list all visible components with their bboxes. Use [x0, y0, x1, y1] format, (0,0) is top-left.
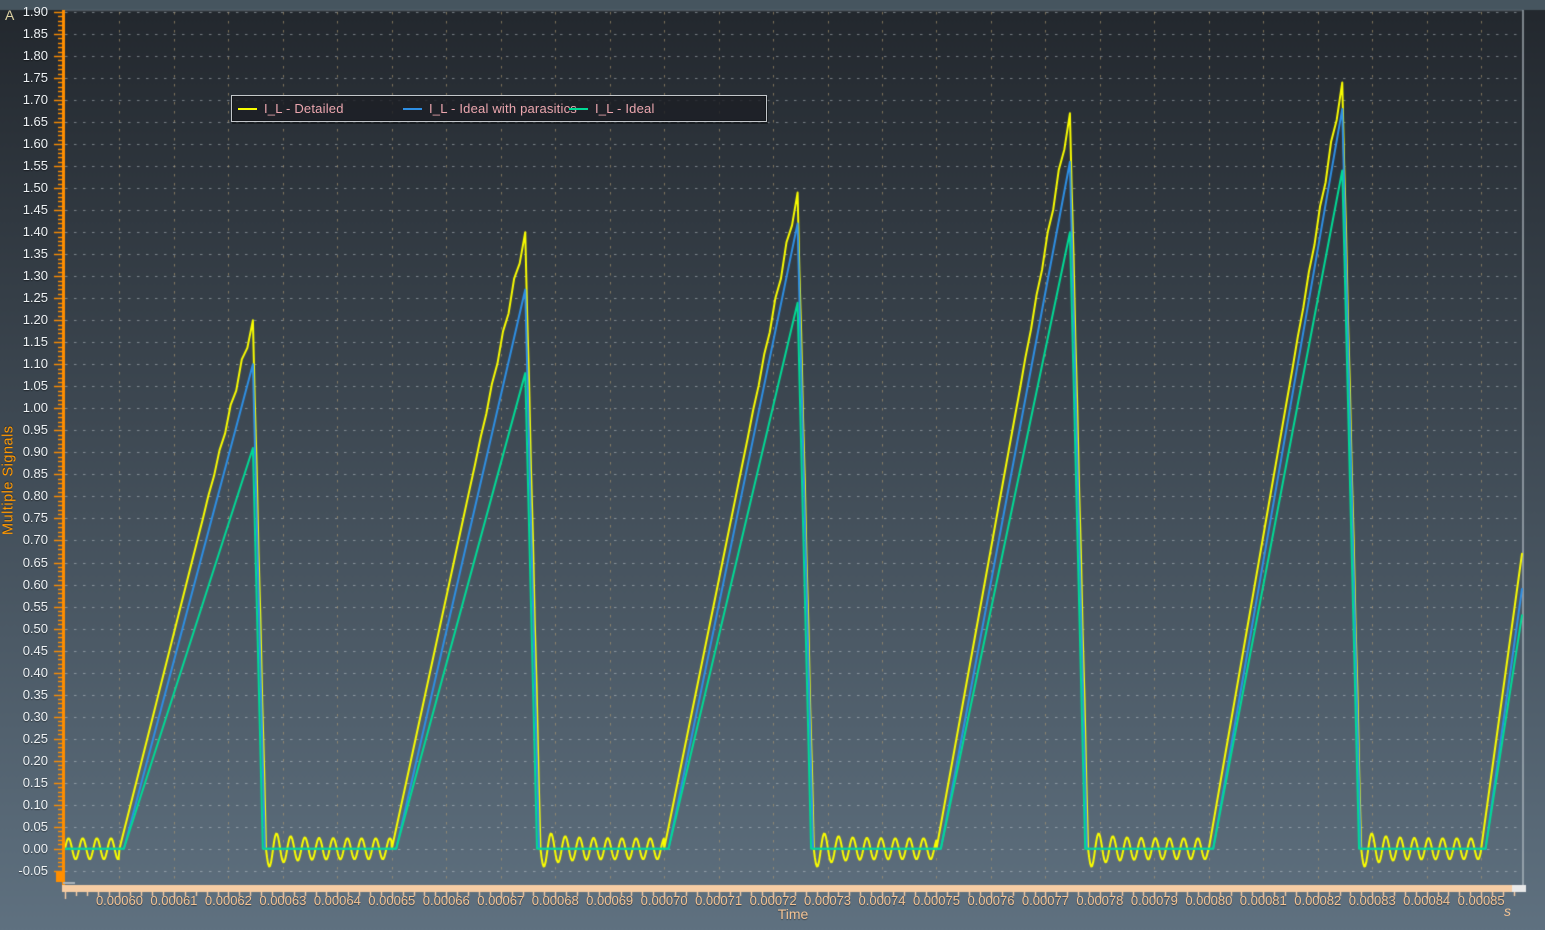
y-tick-label: 1.75 [22, 70, 48, 86]
x-tick-label: 0.00066 [422, 893, 470, 908]
y-tick-label: 1.25 [22, 290, 48, 306]
y-tick-label: 1.85 [22, 26, 48, 42]
y-tick-label: 1.35 [22, 246, 48, 262]
y-tick-label: 0.60 [22, 576, 48, 592]
x-tick-label: 0.00074 [858, 893, 906, 908]
y-tick-label: 0.35 [22, 686, 48, 702]
y-tick-label: 0.40 [22, 664, 48, 680]
y-tick-label: 0.15 [22, 774, 48, 790]
y-tick-label: 0.75 [22, 510, 48, 526]
legend-entry-ideal: I_L - Ideal [569, 96, 655, 121]
y-tick-label: 0.25 [22, 730, 48, 746]
y-tick-label: 0.80 [22, 488, 48, 504]
legend-entry-ideal-with-parasitics: I_L - Ideal with parasitics [403, 96, 577, 121]
x-tick-label: 0.00064 [313, 893, 361, 908]
y-tick-label: 1.30 [22, 268, 48, 284]
y-tick-label: 1.90 [22, 4, 48, 19]
y-tick-label: 0.65 [22, 554, 48, 570]
y-tick-label: 0.45 [22, 642, 48, 658]
y-tick-label: 1.05 [22, 378, 48, 394]
x-tick-label: 0.00085 [1457, 893, 1505, 908]
x-tick-label: 0.00065 [368, 893, 416, 908]
y-tick-label: 0.20 [22, 752, 48, 768]
legend-line-swatch-ideal [569, 107, 588, 110]
y-tick-label: 1.60 [22, 136, 48, 152]
y-tick-label: 0.55 [22, 598, 48, 614]
x-tick-label: 0.00070 [640, 893, 688, 908]
y-tick-label: 0.70 [22, 532, 48, 548]
y-tick-label: 0.05 [22, 818, 48, 834]
y-tick-label: 0.85 [22, 466, 48, 482]
y-tick-label: 0.00 [22, 840, 48, 856]
x-tick-label: 0.00071 [695, 893, 743, 908]
y-axis-unit-label: A [5, 7, 15, 23]
y-tick-label: 1.70 [22, 92, 48, 108]
y-tick-label: 1.50 [22, 180, 48, 196]
y-tick-label: -0.05 [18, 862, 48, 878]
y-tick-label: 1.80 [22, 48, 48, 64]
x-tick-label: 0.00081 [1239, 893, 1287, 908]
x-tick-label: 0.00068 [531, 893, 579, 908]
y-tick-label: 1.00 [22, 400, 48, 416]
x-tick-label: 0.00069 [586, 893, 634, 908]
x-tick-label: 0.00084 [1403, 893, 1451, 908]
y-axis-title: Multiple Signals [0, 425, 17, 535]
y-tick-label: 1.65 [22, 114, 48, 130]
x-tick-label: 0.00080 [1185, 893, 1233, 908]
x-tick-label: 0.00072 [749, 893, 797, 908]
legend-line-swatch-ideal-with-parasitics [403, 107, 422, 110]
y-tick-label: 0.50 [22, 620, 48, 636]
y-tick-label: 1.10 [22, 356, 48, 372]
y-tick-label: 0.10 [22, 796, 48, 812]
legend-label-ideal: I_L - Ideal [595, 101, 655, 116]
x-axis-title: Time [777, 906, 809, 922]
y-tick-label: 0.95 [22, 422, 48, 438]
x-tick-label: 0.00077 [1021, 893, 1069, 908]
x-tick-label: 0.00079 [1130, 893, 1178, 908]
x-tick-label: 0.00063 [259, 893, 307, 908]
y-tick-label: 1.45 [22, 202, 48, 218]
x-tick-label: 0.00083 [1348, 893, 1396, 908]
y-tick-label: 0.30 [22, 708, 48, 724]
y-tick-label: 1.40 [22, 224, 48, 240]
legend-entry-detailed: I_L - Detailed [238, 96, 344, 121]
x-tick-label: 0.00073 [804, 893, 852, 908]
y-tick-label: 1.15 [22, 334, 48, 350]
y-tick-label: 1.20 [22, 312, 48, 328]
x-tick-label: 0.00062 [204, 893, 252, 908]
x-tick-label: 0.00078 [1076, 893, 1124, 908]
y-tick-label: 0.90 [22, 444, 48, 460]
legend-label-ideal-with-parasitics: I_L - Ideal with parasitics [429, 101, 577, 116]
y-tick-label: 1.55 [22, 158, 48, 174]
x-tick-label: 0.00060 [95, 893, 143, 908]
legend-line-swatch-detailed [238, 107, 257, 110]
legend-label-detailed: I_L - Detailed [264, 101, 344, 116]
x-tick-label: 0.00076 [967, 893, 1015, 908]
legend[interactable]: I_L - Detailed I_L - Ideal with parasiti… [231, 95, 767, 122]
x-axis-unit-label: s [1504, 903, 1511, 919]
x-tick-label: 0.00061 [150, 893, 198, 908]
x-tick-label: 0.00075 [912, 893, 960, 908]
x-tick-label: 0.00067 [477, 893, 525, 908]
x-tick-label: 0.00082 [1294, 893, 1342, 908]
